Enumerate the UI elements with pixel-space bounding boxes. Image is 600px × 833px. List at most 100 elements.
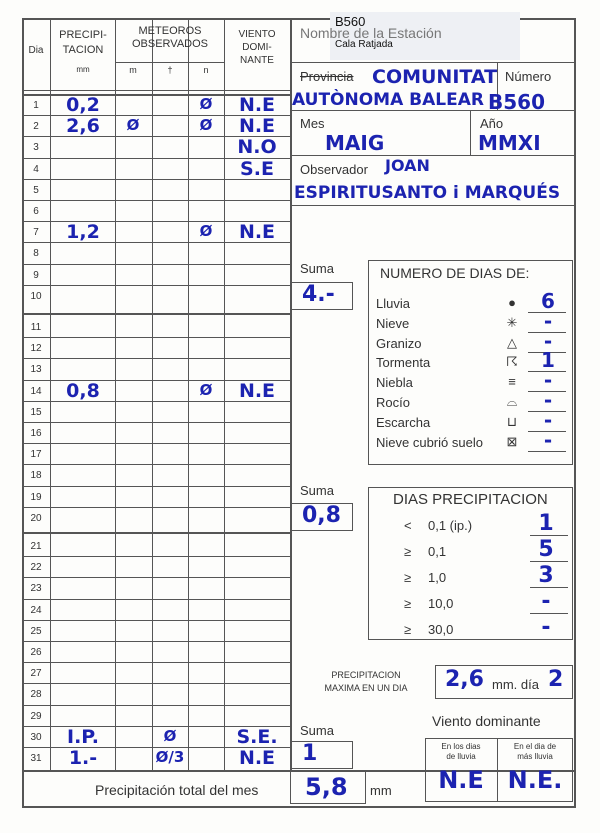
- days-value: -: [543, 368, 553, 393]
- day: 10: [30, 290, 42, 302]
- rule: [22, 556, 290, 558]
- observer-label: Observador: [300, 162, 368, 177]
- rule: [22, 379, 290, 381]
- precip: 2,6: [66, 115, 100, 138]
- day: 12: [30, 343, 42, 355]
- meteor: Ø: [163, 726, 177, 745]
- precip-days-title: DIAS PRECIPITACION: [393, 491, 548, 508]
- rule: [50, 18, 51, 770]
- wind-box: [497, 738, 573, 802]
- day: 18: [30, 470, 42, 482]
- header: mm: [76, 65, 90, 74]
- max-label: MAXIMA EN UN DIA: [324, 683, 408, 693]
- max-unit: mm. día: [492, 677, 539, 692]
- precip-days-value: 5: [538, 537, 554, 562]
- precip-days-symbol: ≥: [404, 544, 412, 559]
- precip: 1.-: [68, 747, 98, 769]
- header: TACION: [62, 44, 104, 56]
- header: m: [129, 65, 137, 75]
- day: 30: [30, 731, 42, 743]
- precip-days-value: 1: [538, 511, 554, 536]
- year: MMXI: [478, 131, 541, 155]
- rule: [115, 18, 116, 770]
- rule: [290, 62, 576, 63]
- rule: [224, 18, 225, 770]
- total-label: Precipitación total del mes: [95, 782, 259, 798]
- province-label: Provincia: [300, 69, 354, 84]
- day: 15: [30, 406, 42, 418]
- rule: [528, 371, 566, 373]
- wind-label: En el dia de: [513, 742, 557, 751]
- day: 2: [33, 121, 39, 133]
- sum-value: 1: [302, 741, 318, 766]
- rule: [530, 535, 568, 536]
- day: 7: [33, 227, 39, 239]
- name-label: Nombre de la Estación: [300, 25, 442, 41]
- rule: [22, 464, 290, 466]
- precip-days-label: 0,1 (ip.): [428, 518, 473, 533]
- days-box: [368, 260, 573, 465]
- precip-days-label: 30,0: [428, 622, 454, 637]
- wind: N.E: [238, 221, 276, 244]
- max-label: PRECIPITACION: [331, 670, 401, 680]
- province: COMUNITAT: [372, 66, 498, 88]
- rule: [22, 157, 290, 159]
- header: †: [167, 65, 173, 75]
- rule: [152, 18, 153, 770]
- day: 8: [33, 248, 39, 260]
- wind-value: N.E.: [507, 766, 563, 794]
- rule: [22, 704, 290, 706]
- day: 21: [30, 541, 42, 552]
- header: n: [203, 65, 209, 75]
- rule: [528, 430, 566, 432]
- month-label: Mes: [300, 116, 325, 131]
- wind: N.E: [238, 94, 276, 116]
- sum-label: Suma: [300, 483, 334, 498]
- rule: [22, 136, 290, 138]
- stamp-place: Cala Ratjada: [335, 39, 393, 50]
- day: 13: [30, 364, 42, 376]
- day: 9: [33, 269, 39, 281]
- day: 11: [30, 322, 42, 333]
- wind: N.E: [238, 379, 276, 402]
- rule: [22, 90, 290, 91]
- days-symbol: ⊠: [506, 433, 518, 449]
- header: OBSERVADOS: [131, 38, 208, 50]
- rule: [22, 598, 290, 600]
- days-value: -: [543, 308, 553, 333]
- header: DOMI-: [242, 42, 272, 53]
- rule: [22, 242, 290, 244]
- header: METEOROS: [138, 25, 202, 37]
- days-label: Rocío: [376, 395, 410, 410]
- wind-value: N.E: [438, 766, 484, 794]
- days-label: Granizo: [376, 335, 422, 351]
- day: 26: [30, 647, 42, 658]
- rule: [22, 506, 290, 508]
- rule: [528, 411, 566, 412]
- precip: 0,2: [66, 94, 100, 116]
- rule: [22, 485, 290, 487]
- day: 20: [30, 512, 42, 524]
- rule: [528, 351, 566, 353]
- observer: JOAN: [385, 156, 430, 175]
- wind: S.E.: [236, 725, 278, 748]
- day: 25: [30, 625, 42, 637]
- day: 16: [30, 428, 42, 439]
- number: B560: [488, 90, 545, 114]
- precip-days-value: -: [541, 615, 551, 640]
- wind: S.E: [240, 157, 274, 180]
- rule: [470, 110, 471, 155]
- stamp-code: B560: [335, 14, 366, 29]
- rule: [22, 770, 576, 772]
- day: 27: [30, 668, 42, 680]
- max-box: [435, 665, 573, 699]
- precip-days-symbol: ≥: [404, 622, 412, 637]
- rule: [22, 115, 290, 117]
- sum-label: Suma: [300, 723, 334, 738]
- day: 1: [33, 100, 39, 111]
- day: 3: [33, 142, 39, 154]
- precip-days-label: 0,1: [428, 544, 447, 559]
- meteor: Ø/3: [155, 748, 185, 766]
- rule: [290, 205, 576, 206]
